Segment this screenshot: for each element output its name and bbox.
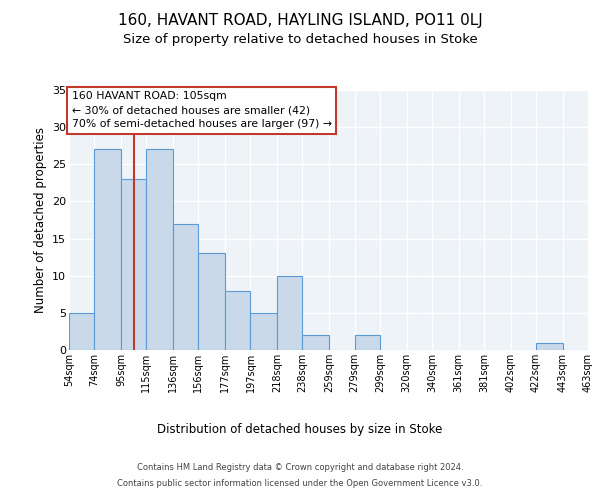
Text: Contains HM Land Registry data © Crown copyright and database right 2024.: Contains HM Land Registry data © Crown c… [137,462,463,471]
Bar [173,224,199,350]
Bar [94,150,121,350]
Bar [225,290,250,350]
Bar [199,254,225,350]
Bar [121,179,146,350]
Text: Size of property relative to detached houses in Stoke: Size of property relative to detached ho… [122,32,478,46]
Bar [277,276,302,350]
Text: Contains public sector information licensed under the Open Government Licence v3: Contains public sector information licen… [118,479,482,488]
Y-axis label: Number of detached properties: Number of detached properties [34,127,47,313]
Bar [146,150,173,350]
Bar [302,335,329,350]
Text: 160, HAVANT ROAD, HAYLING ISLAND, PO11 0LJ: 160, HAVANT ROAD, HAYLING ISLAND, PO11 0… [118,12,482,28]
Bar [536,342,563,350]
Text: 160 HAVANT ROAD: 105sqm
← 30% of detached houses are smaller (42)
70% of semi-de: 160 HAVANT ROAD: 105sqm ← 30% of detache… [71,92,332,130]
Text: Distribution of detached houses by size in Stoke: Distribution of detached houses by size … [157,422,443,436]
Bar [250,313,277,350]
Bar [69,313,94,350]
Bar [355,335,380,350]
